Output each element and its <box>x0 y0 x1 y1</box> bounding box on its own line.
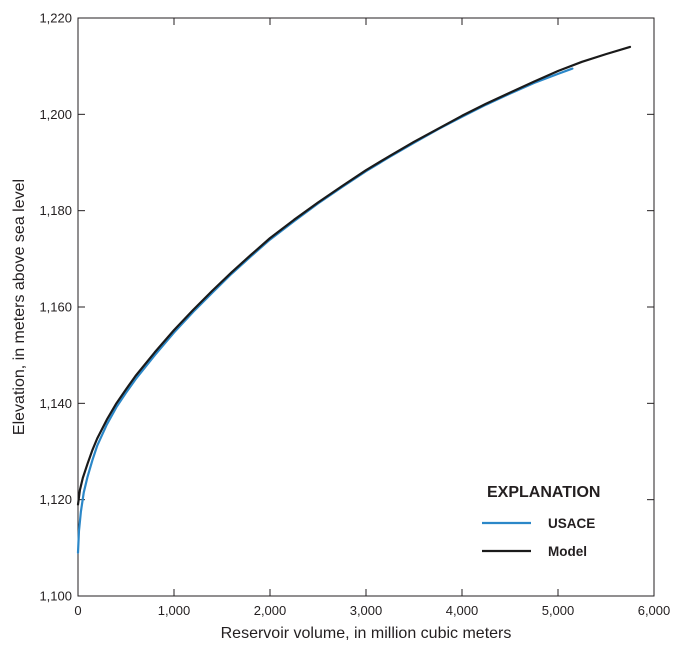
series-line-usace <box>76 67 574 554</box>
tick-marks <box>77 17 655 597</box>
y-tick-label: 1,180 <box>39 203 72 218</box>
x-tick-label: 4,000 <box>446 603 479 618</box>
y-tick-labels: 1,100 1,120 1,140 1,160 1,180 1,200 1,220 <box>39 11 72 604</box>
plot-frame <box>77 17 655 597</box>
x-tick-label: 3,000 <box>350 603 383 618</box>
legend-label-model: Model <box>548 544 587 559</box>
legend-label-usace: USACE <box>548 516 595 531</box>
x-tick-label: 2,000 <box>254 603 287 618</box>
y-tick-label: 1,120 <box>39 492 72 507</box>
x-tick-label: 0 <box>74 603 81 618</box>
legend-title: EXPLANATION <box>487 484 600 501</box>
y-axis-title: Elevation, in meters above sea level <box>11 179 28 435</box>
legend: EXPLANATION USACE Model <box>482 484 600 559</box>
x-tick-label: 6,000 <box>638 603 671 618</box>
y-tick-label: 1,220 <box>39 11 72 26</box>
x-tick-label: 5,000 <box>542 603 575 618</box>
y-tick-label: 1,200 <box>39 107 72 122</box>
x-axis-title: Reservoir volume, in million cubic meter… <box>221 625 512 642</box>
y-tick-label: 1,140 <box>39 396 72 411</box>
series-lines <box>76 45 632 554</box>
y-tick-label: 1,160 <box>39 300 72 315</box>
y-tick-label: 1,100 <box>39 589 72 604</box>
series-line-model <box>76 45 632 506</box>
x-tick-labels: 0 1,000 2,000 3,000 4,000 5,000 6,000 <box>74 603 670 618</box>
x-tick-label: 1,000 <box>158 603 191 618</box>
